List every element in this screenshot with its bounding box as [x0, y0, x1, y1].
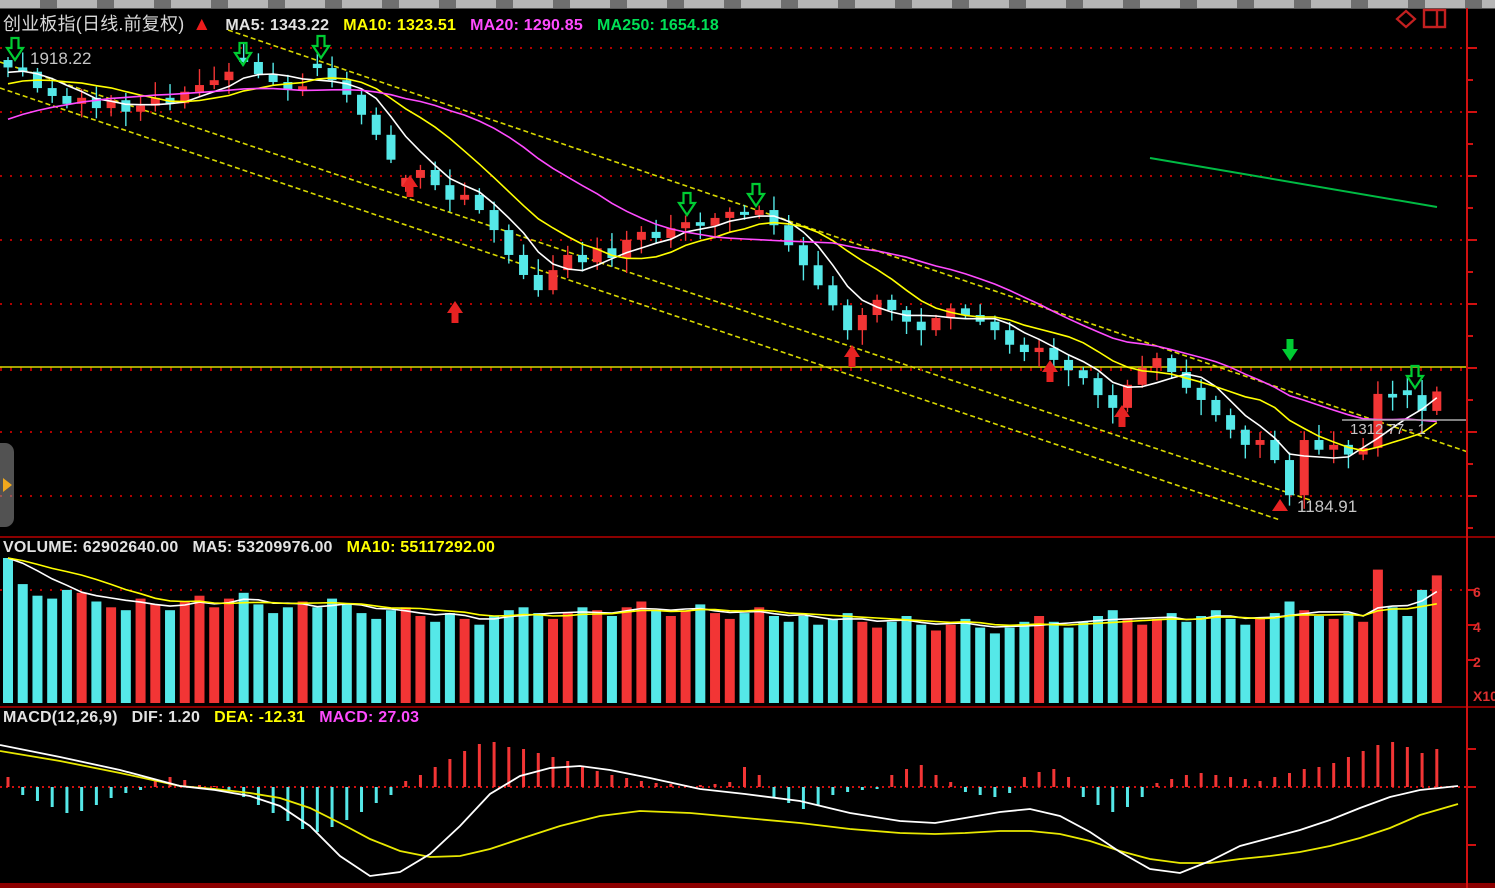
low-price-label: 1184.91	[1297, 497, 1357, 516]
ma20-legend: MA20: 1290.85	[470, 17, 583, 34]
dif-line	[0, 744, 1459, 877]
trend-up-arrow-icon: ▲	[192, 14, 212, 35]
sell-signal-arrow-icon	[676, 191, 698, 217]
candlestick-layer	[3, 42, 1442, 509]
diamond-icon[interactable]	[1395, 9, 1417, 29]
ma5-legend: MA5: 1343.22	[225, 17, 330, 34]
ma10-legend: MA10: 1323.51	[343, 17, 457, 34]
current-price-label: 1312.77 - 1	[1350, 421, 1426, 438]
buy-signal-arrow-icon	[402, 175, 418, 197]
macd-value: MACD: 27.03	[319, 709, 420, 726]
volume-ma10-value: MA10: 55117292.00	[346, 539, 496, 556]
ma20-line	[7, 87, 1437, 423]
macd-layer	[0, 742, 1467, 877]
volume-axis-tick-6: 6	[1473, 584, 1481, 600]
trendline-layer	[0, 29, 1469, 521]
ma10-line	[7, 77, 1438, 452]
sidebar-expand-tab[interactable]	[0, 443, 14, 527]
bottom-border	[0, 883, 1495, 888]
ma250-legend: MA250: 1654.18	[596, 17, 719, 34]
buy-signal-arrow-icon	[844, 345, 860, 367]
ma250-line	[1149, 157, 1438, 208]
high-price-label: 1918.22	[30, 49, 91, 68]
sell-signal-arrow-icon	[232, 41, 254, 67]
macd-pane-header: MACD(12,26,9) DIF: 1.20 DEA: -12.31 MACD: 2…	[3, 709, 433, 727]
split-window-icon[interactable]	[1422, 8, 1447, 29]
down-arrow-icon	[1282, 339, 1298, 361]
macd-params: MACD(12,26,9)	[3, 709, 118, 726]
volume-axis-multiplier: X10	[1473, 688, 1495, 704]
dea-value: DEA: -12.31	[214, 709, 306, 726]
window-top-strip	[0, 0, 1495, 9]
volume-value: VOLUME: 62902640.00	[3, 539, 179, 556]
instrument-title: 创业板指(日线.前复权)	[3, 14, 185, 34]
price-ma-layer	[7, 70, 1438, 459]
sell-signal-arrow-icon	[310, 34, 332, 60]
low-marker-triangle-icon	[1272, 499, 1288, 511]
sell-signal-arrow-icon	[745, 182, 767, 208]
volume-axis-tick-4: 4	[1473, 619, 1481, 635]
expand-arrow-icon	[3, 478, 12, 492]
buy-signal-arrow-icon	[1114, 405, 1130, 427]
high-marker-arrow-icon	[4, 36, 26, 62]
dif-value: DIF: 1.20	[131, 709, 201, 726]
toolbar-icons	[1395, 8, 1447, 29]
buy-signal-arrow-icon	[1042, 360, 1058, 382]
dea-line	[0, 750, 1459, 864]
main-chart-header: 创业板指(日线.前复权) ▲ MA5: 1343.22 MA10: 1323.51 MA…	[3, 10, 733, 36]
axis-layer	[0, 8, 1495, 888]
signal-markers-layer: 1918.22 1184.91 1312.77 - 1	[4, 34, 1466, 516]
volume-pane-header: VOLUME: 62902640.00 MA5: 53209976.00 MA10:…	[3, 539, 509, 557]
volume-layer	[3, 557, 1442, 703]
ma5-line	[7, 70, 1438, 459]
sell-signal-arrow-icon	[1404, 364, 1426, 390]
volume-ma5-value: MA5: 53209976.00	[192, 539, 333, 556]
volume-axis-tick-2: 2	[1473, 654, 1481, 670]
buy-signal-arrow-icon	[447, 301, 463, 323]
